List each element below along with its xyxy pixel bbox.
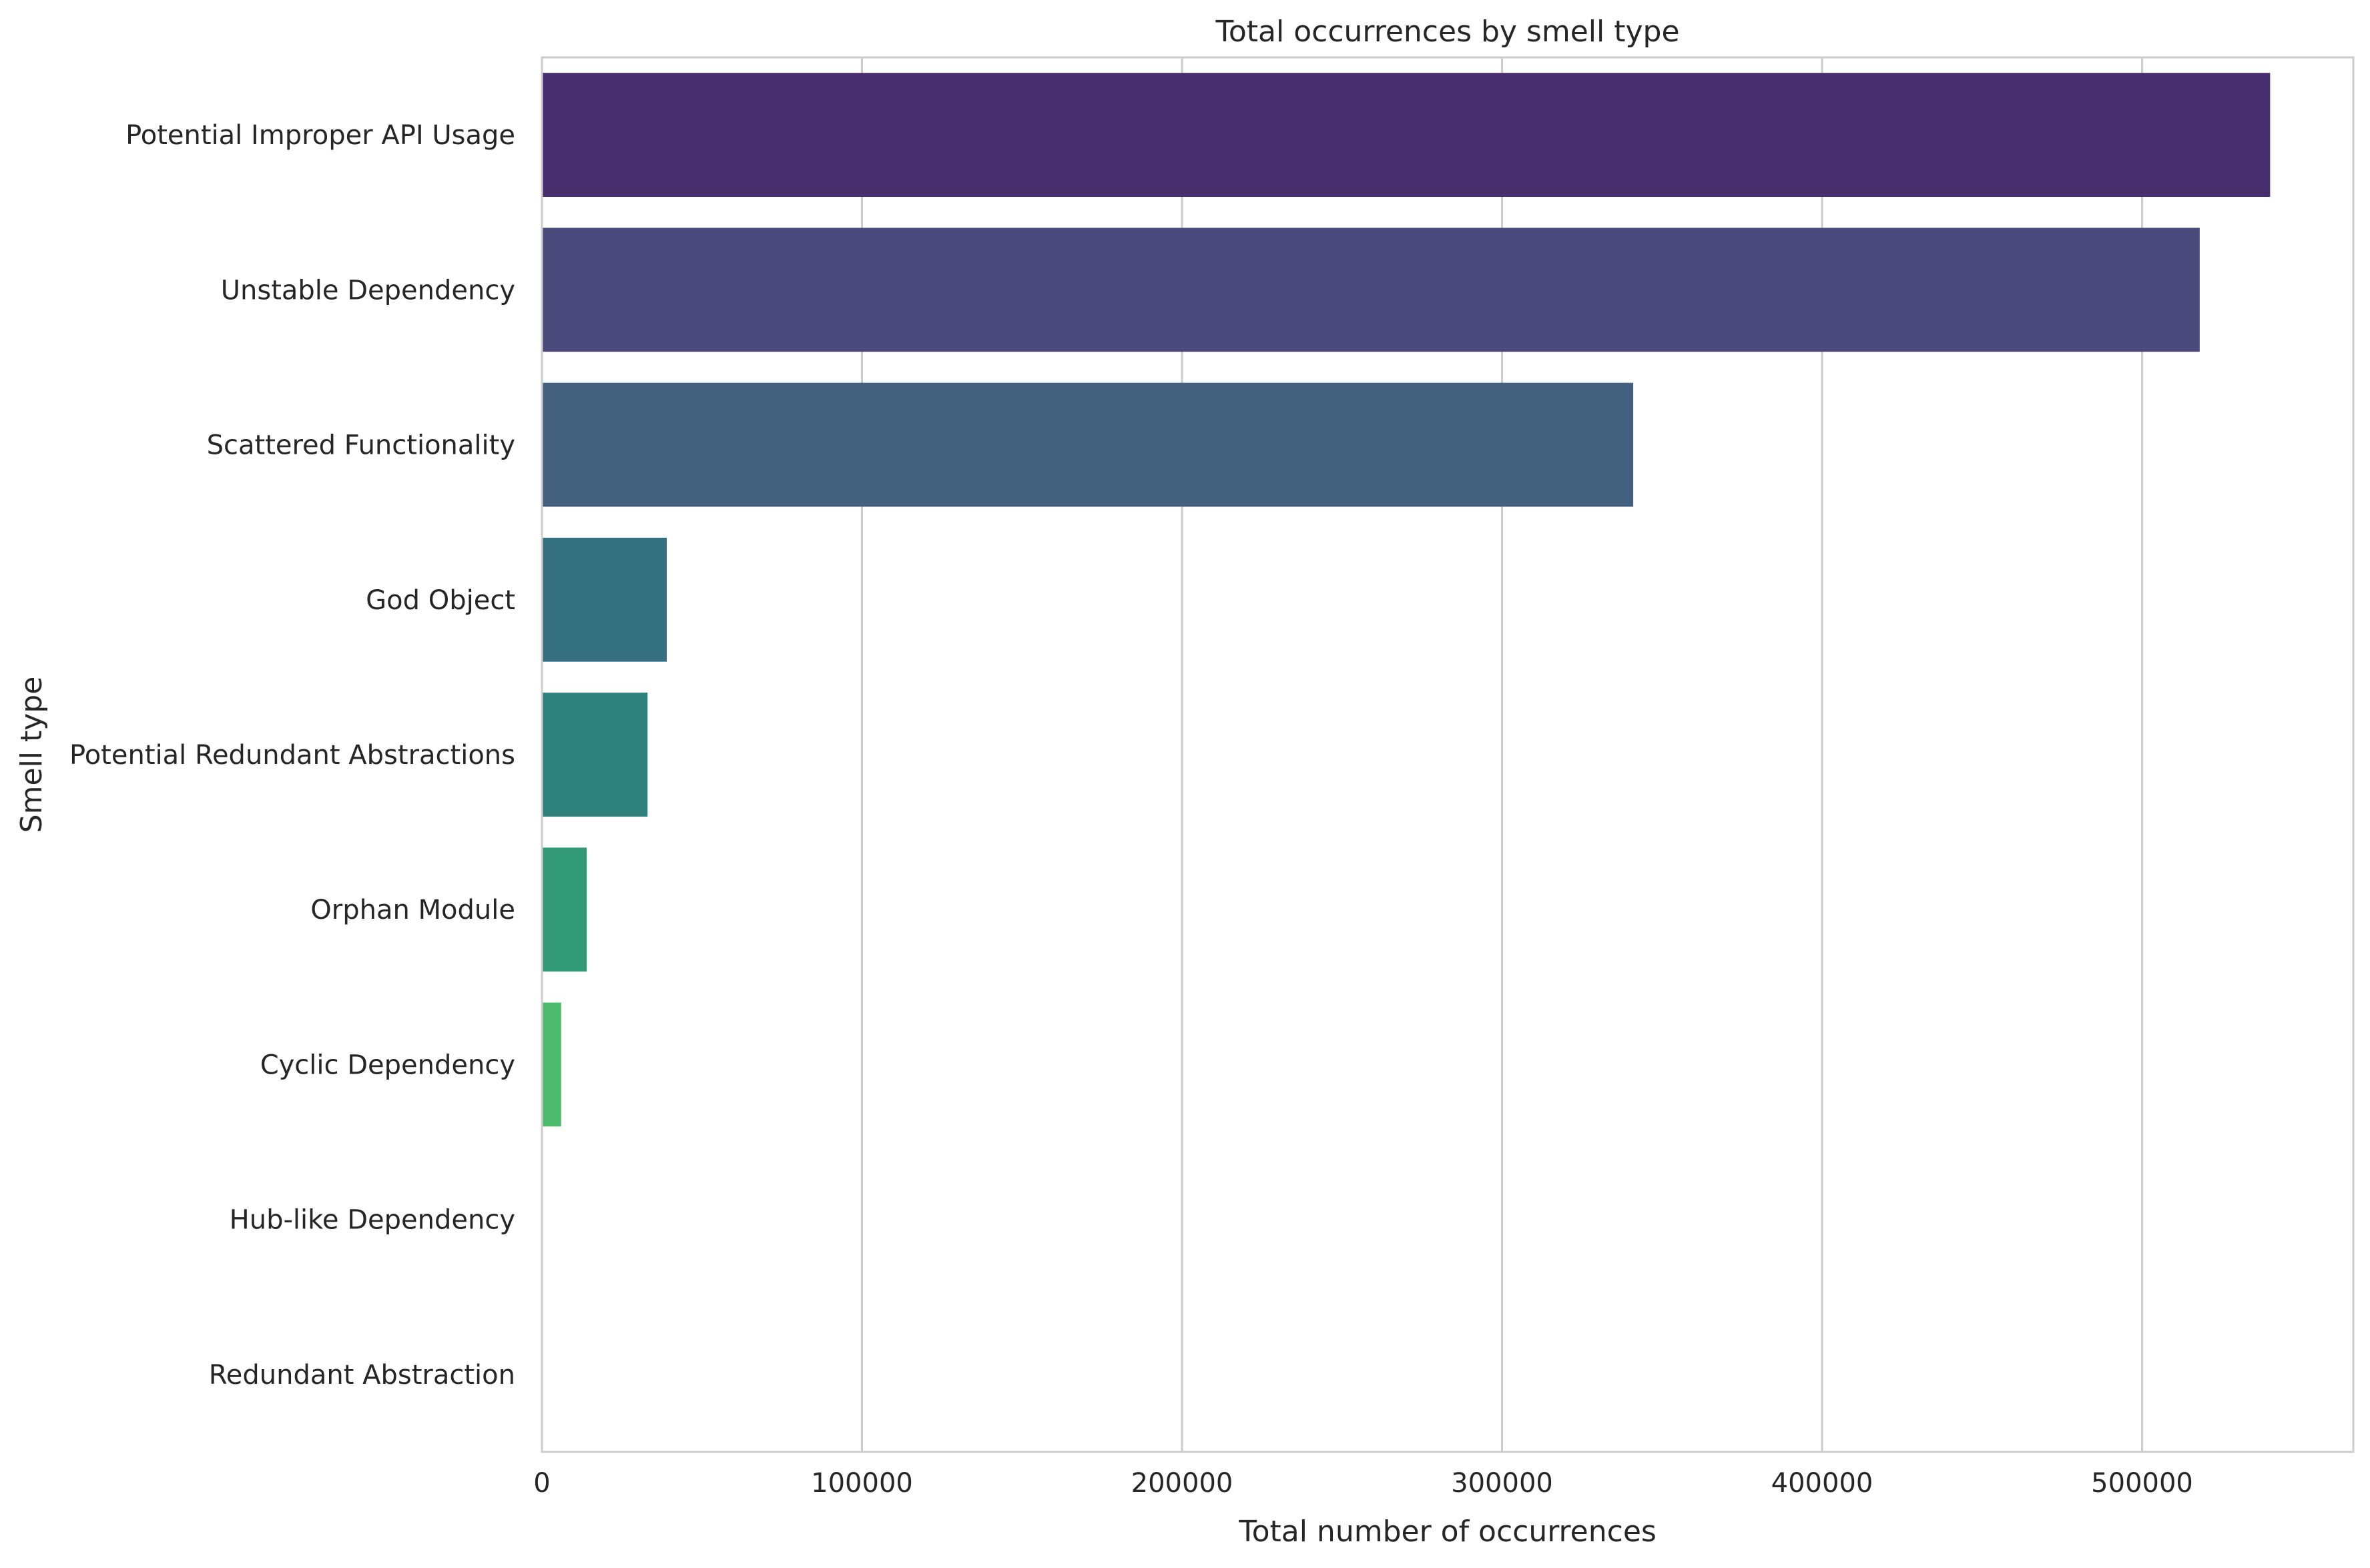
y-tick-label: Hub-like Dependency (230, 1205, 515, 1236)
x-tick-label: 500000 (2091, 1468, 2193, 1499)
y-tick-label: Potential Improper API Usage (125, 120, 515, 151)
x-tick-label: 0 (533, 1468, 550, 1499)
bar (542, 73, 2271, 197)
bar (542, 537, 667, 662)
y-tick-label: Orphan Module (310, 895, 515, 925)
y-tick-label: Cyclic Dependency (260, 1050, 515, 1080)
bar (542, 1002, 561, 1127)
bar (542, 847, 587, 972)
y-tick-label: Scattered Functionality (207, 430, 515, 461)
x-tick-labels: 0 100000 200000 300000 400000 500000 (533, 1468, 2193, 1499)
y-tick-label: Potential Redundant Abstractions (69, 740, 515, 771)
plot-frame (541, 56, 2355, 1453)
bar (542, 228, 2200, 352)
y-axis-label: Smell type (15, 677, 49, 833)
bar (542, 693, 648, 817)
y-tick-label: Redundant Abstraction (209, 1360, 515, 1391)
x-tick-label: 200000 (1131, 1468, 1233, 1499)
bars (542, 73, 2271, 1437)
y-tick-labels: Potential Improper API Usage Unstable Dep… (69, 120, 515, 1391)
bar (542, 382, 1634, 507)
x-tick-label: 400000 (1771, 1468, 1873, 1499)
y-tick-label: God Object (366, 585, 515, 616)
y-tick-label: Unstable Dependency (221, 275, 515, 306)
x-axis-label: Total number of occurrences (1238, 1515, 1657, 1549)
chart-title: Total occurrences by smell type (1215, 15, 1679, 49)
x-tick-label: 300000 (1451, 1468, 1553, 1499)
x-tick-label: 100000 (811, 1468, 913, 1499)
